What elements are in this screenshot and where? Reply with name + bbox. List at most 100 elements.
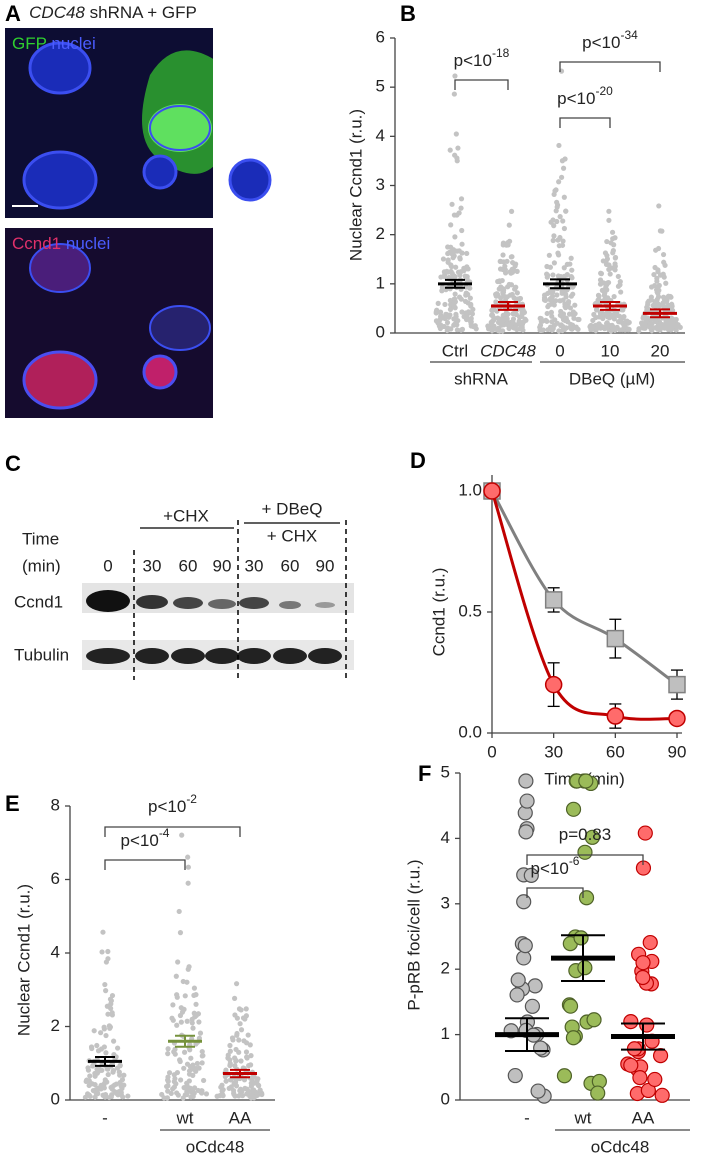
point: [652, 1047, 669, 1064]
significance-label: p=0.83: [559, 825, 611, 844]
point: [558, 308, 564, 315]
point: [548, 295, 554, 301]
point: [110, 1068, 117, 1074]
point: [449, 201, 455, 207]
point: [233, 1077, 239, 1083]
point: [573, 930, 589, 946]
point: [490, 306, 496, 312]
point: [165, 1051, 171, 1057]
image-label-part: Ccnd1: [12, 234, 61, 253]
band-label: Ccnd1: [14, 592, 63, 611]
point: [177, 1012, 184, 1019]
point: [467, 295, 473, 301]
point: [451, 316, 457, 322]
image-label-part: nuclei: [61, 234, 110, 253]
point: [635, 955, 651, 971]
point: [450, 255, 456, 261]
point: [610, 250, 616, 256]
point: [577, 960, 593, 976]
point: [670, 307, 676, 314]
point: [199, 1048, 205, 1055]
point: [569, 275, 575, 281]
point: [199, 1088, 205, 1094]
point: [500, 286, 506, 292]
point: [559, 288, 565, 294]
point: [646, 324, 652, 330]
point: [109, 1086, 115, 1092]
point: [550, 272, 556, 278]
point: [257, 1087, 263, 1093]
point: [98, 1086, 104, 1092]
point: [497, 295, 504, 301]
point: [507, 292, 514, 298]
treatment-label: +CHX: [163, 506, 209, 525]
y-tick-label: 1.0: [458, 480, 482, 499]
point: [551, 191, 557, 197]
point: [118, 1091, 124, 1098]
point: [511, 325, 517, 331]
x-tick-label: wt: [574, 1108, 592, 1127]
point: [590, 1085, 606, 1101]
point: [615, 273, 621, 280]
point: [507, 238, 513, 244]
point: [191, 985, 198, 991]
point: [567, 305, 574, 311]
point: [92, 1073, 98, 1079]
point: [442, 274, 448, 280]
point: [453, 264, 459, 270]
point: [637, 825, 653, 841]
panel-letter: C: [5, 451, 21, 476]
point: [92, 1082, 98, 1088]
image-label-part: GFP: [12, 34, 47, 53]
point: [546, 252, 552, 258]
point: [530, 1083, 546, 1099]
significance-text: p=0.83: [559, 825, 611, 844]
significance-bracket: [454, 79, 509, 90]
fit-curve: [490, 490, 678, 686]
point: [170, 1086, 176, 1092]
point: [196, 1065, 202, 1071]
significance-text: p<10: [557, 89, 595, 108]
point: [467, 285, 473, 291]
treatment-label: + CHX: [267, 526, 318, 545]
point: [175, 959, 181, 965]
point: [236, 1037, 242, 1043]
point: [620, 307, 626, 313]
point: [468, 303, 474, 309]
point: [177, 1058, 183, 1065]
x-tick-label: 0: [555, 341, 564, 360]
point: [648, 284, 655, 290]
point: [562, 303, 568, 310]
point: [660, 294, 667, 300]
point: [656, 203, 662, 209]
significance-label: p<10-18: [454, 46, 510, 70]
point: [560, 218, 566, 224]
point: [245, 1032, 251, 1038]
point: [100, 1092, 106, 1098]
point: [96, 1068, 102, 1074]
point: [161, 1095, 167, 1101]
y-tick-label: 6: [376, 27, 385, 46]
point: [469, 311, 476, 317]
point: [513, 284, 519, 290]
row-label: (min): [22, 556, 61, 575]
significance-label: p<10-20: [557, 84, 613, 108]
point: [87, 1093, 93, 1099]
significance-label: p<10-6: [531, 854, 580, 878]
point: [610, 236, 616, 242]
point: [653, 302, 659, 309]
point: [626, 326, 632, 332]
point: [193, 1041, 199, 1047]
point: [555, 202, 561, 208]
point: [461, 265, 467, 271]
point: [524, 998, 540, 1014]
point: [246, 1062, 252, 1069]
point: [563, 208, 569, 214]
point: [181, 1065, 187, 1071]
point: [516, 894, 532, 910]
point: [220, 1087, 226, 1093]
point: [95, 1091, 101, 1097]
point: [173, 1081, 179, 1087]
point: [233, 981, 240, 987]
y-tick-label: 6: [51, 869, 60, 888]
